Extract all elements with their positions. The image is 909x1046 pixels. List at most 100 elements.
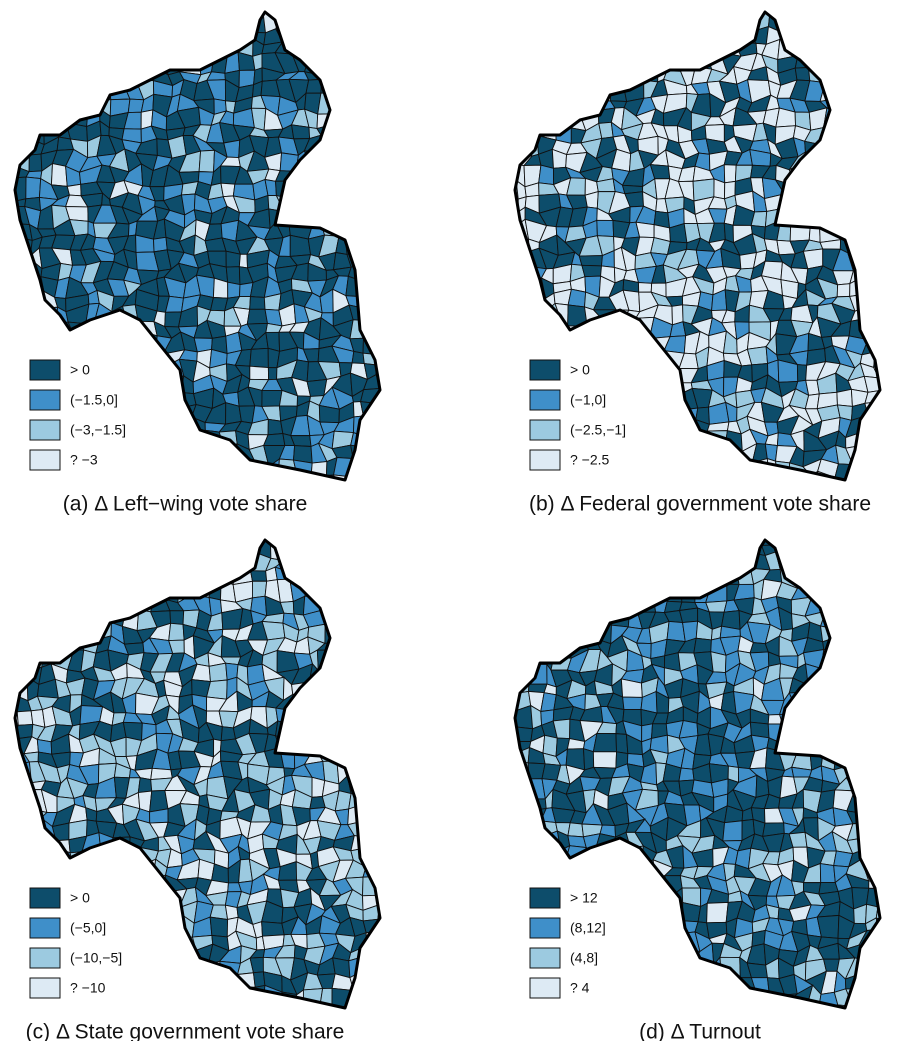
district — [616, 734, 628, 754]
district — [304, 182, 324, 197]
district — [165, 990, 181, 1007]
district — [495, 752, 519, 762]
district — [333, 40, 354, 61]
legend-swatch — [30, 948, 60, 968]
district — [892, 668, 909, 685]
district — [253, 54, 262, 70]
district — [362, 296, 381, 307]
district — [889, 265, 909, 285]
district — [818, 152, 841, 168]
district — [625, 582, 642, 602]
district — [845, 750, 863, 769]
district — [14, 818, 33, 840]
district — [825, 69, 839, 86]
district — [678, 999, 700, 1019]
district — [853, 144, 868, 155]
district — [836, 583, 854, 603]
district — [68, 51, 88, 74]
district — [347, 573, 368, 589]
district — [666, 999, 683, 1019]
district — [0, 392, 16, 410]
district — [838, 11, 850, 31]
district — [177, 458, 196, 481]
district — [99, 528, 113, 546]
district — [0, 10, 18, 29]
district — [665, 473, 683, 491]
district — [510, 531, 530, 547]
district — [638, 363, 655, 378]
district — [512, 9, 529, 30]
district — [512, 248, 529, 267]
district — [388, 722, 406, 738]
district — [638, 283, 651, 293]
district — [624, 904, 644, 924]
district — [295, 197, 308, 214]
district — [751, 471, 770, 494]
district — [833, 28, 853, 45]
district — [374, 152, 392, 170]
district — [138, 778, 151, 793]
district — [642, 918, 656, 938]
district — [793, 1014, 813, 1033]
district — [566, 81, 586, 97]
district — [821, 663, 838, 686]
district — [903, 248, 909, 271]
district — [789, 476, 811, 488]
district — [56, 471, 75, 494]
district — [594, 43, 614, 56]
district — [862, 569, 877, 587]
district — [873, 525, 895, 543]
district — [320, 67, 340, 81]
district — [68, 553, 84, 569]
district — [777, 16, 793, 32]
district — [500, 792, 514, 810]
district — [94, 51, 117, 73]
district — [293, 722, 308, 742]
district — [403, 66, 425, 88]
district — [347, 767, 360, 778]
district — [94, 889, 112, 905]
district — [250, 297, 265, 310]
legend-swatch — [30, 420, 60, 440]
district — [888, 432, 909, 445]
district — [402, 599, 416, 610]
district — [637, 405, 659, 424]
district — [500, 0, 514, 16]
district — [581, 937, 600, 946]
district — [512, 405, 531, 423]
district — [207, 541, 227, 560]
district — [122, 528, 145, 542]
district — [1, 54, 18, 73]
district — [153, 539, 171, 555]
district — [404, 295, 425, 305]
district — [862, 750, 879, 769]
district — [169, 623, 184, 640]
district — [622, 447, 641, 464]
district — [151, 1005, 171, 1020]
district — [307, 709, 322, 726]
district — [81, 88, 99, 100]
district — [408, 461, 424, 479]
district — [377, 478, 391, 495]
district — [192, 986, 207, 1002]
district — [526, 524, 545, 539]
district — [365, 477, 378, 495]
district — [903, 664, 909, 686]
district — [692, 986, 715, 999]
district — [155, 993, 171, 1007]
district — [373, 337, 396, 355]
district — [387, 639, 409, 658]
district — [607, 901, 625, 924]
district — [540, 18, 556, 27]
district — [388, 402, 408, 424]
district — [290, 565, 309, 584]
district — [182, 555, 199, 573]
district — [555, 0, 569, 19]
district — [221, 183, 235, 197]
district — [81, 609, 99, 629]
district — [23, 94, 45, 110]
district — [609, 0, 627, 18]
district — [347, 139, 367, 156]
district — [695, 567, 712, 585]
district — [164, 42, 180, 55]
